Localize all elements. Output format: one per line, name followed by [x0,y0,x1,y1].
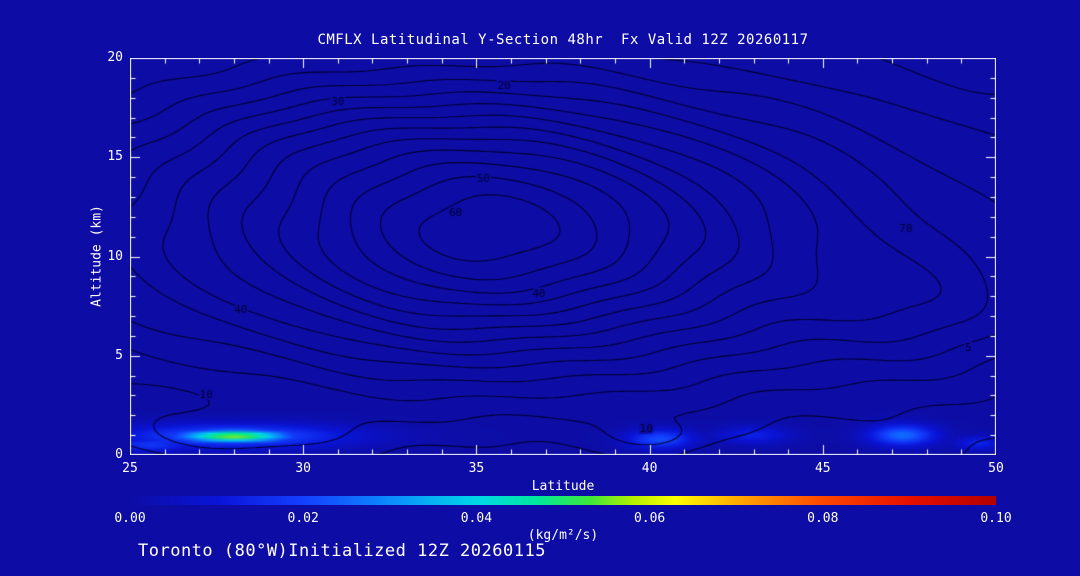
x-tick-label: 40 [641,461,658,476]
colorbar-tick-label: 0.10 [980,511,1012,526]
plot-area [130,58,996,455]
y-tick-label: 5 [115,347,123,363]
x-tick-label: 30 [295,461,312,476]
x-axis-label: Latitude [531,479,595,494]
x-tick-label: 50 [988,461,1004,476]
y-tick-label: 15 [107,149,123,165]
y-tick-label: 10 [107,248,123,264]
contour-plot-canvas [130,58,996,455]
x-tick-label: 35 [468,461,485,476]
colorbar [130,496,996,505]
colorbar-tick-label: 0.02 [287,511,319,526]
x-tick-label: 25 [122,461,138,476]
colorbar-tick-label: 0.04 [460,511,493,526]
colorbar-tick-label: 0.00 [114,511,146,526]
y-tick-label: 20 [107,50,123,65]
y-tick-label: 0 [115,447,123,462]
footer-init-label: Toronto (80°W)Initialized 12Z 20260115 [138,541,546,561]
colorbar-tick-label: 0.06 [633,511,666,526]
colorbar-tick-label: 0.08 [807,511,839,526]
x-tick-label: 45 [814,461,831,476]
chart-title: CMFLX Latitudinal Y-Section 48hr Fx Vali… [317,32,809,48]
colorbar-units-label: (kg/m²/s) [527,528,599,543]
